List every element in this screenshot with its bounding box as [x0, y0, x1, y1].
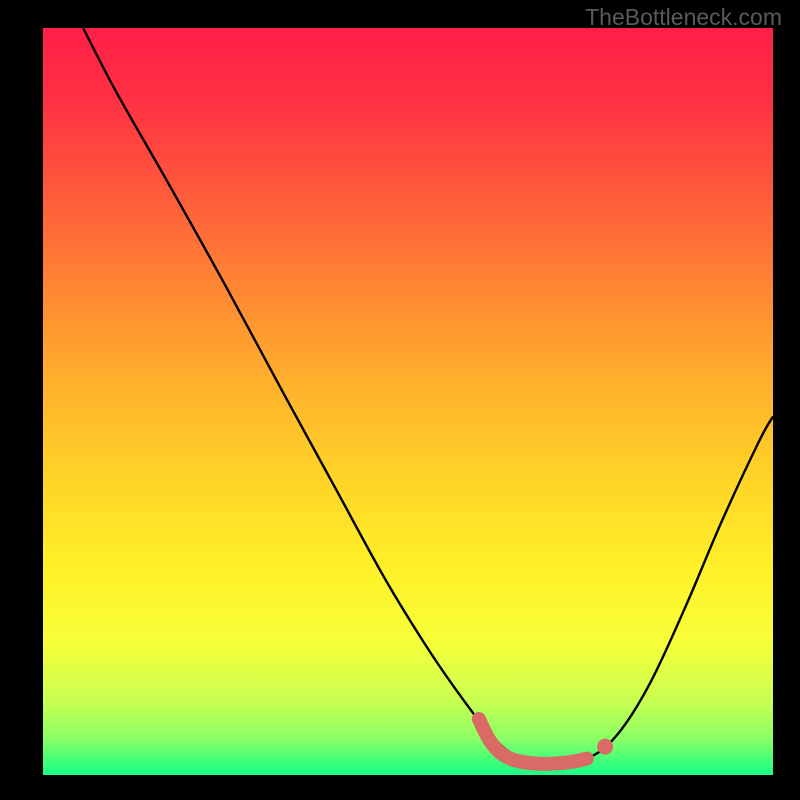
watermark-text: TheBottleneck.com [585, 4, 782, 31]
frame-bottom [0, 775, 800, 800]
chart-stage: TheBottleneck.com [0, 0, 800, 800]
plot-gradient-background [43, 28, 773, 775]
frame-right [773, 0, 800, 800]
frame-left [0, 0, 43, 800]
